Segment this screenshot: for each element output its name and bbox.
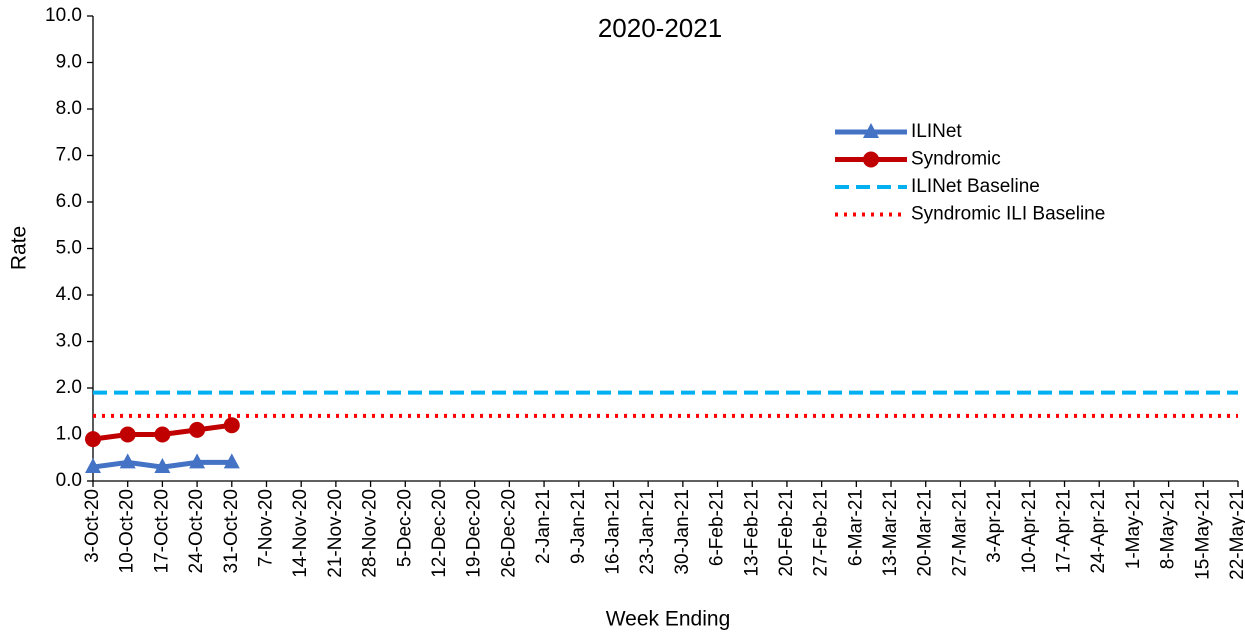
x-tick-label: 9-Jan-21 xyxy=(568,489,589,564)
marker xyxy=(85,458,101,474)
x-tick-label: 13-Mar-21 xyxy=(880,489,901,577)
y-tick-label: 7.0 xyxy=(56,145,82,166)
y-tick-label: 5.0 xyxy=(56,238,82,259)
x-tick-label: 24-Oct-20 xyxy=(186,489,207,573)
marker xyxy=(119,426,136,443)
marker xyxy=(189,453,206,469)
x-tick-label: 22-May-21 xyxy=(1227,489,1245,580)
x-tick-label: 2-Jan-21 xyxy=(533,489,554,564)
x-tick-label: 1-May-21 xyxy=(1123,489,1144,569)
y-tick-label: 3.0 xyxy=(56,331,82,352)
legend-marker xyxy=(863,123,879,138)
y-tick-label: 1.0 xyxy=(56,424,82,445)
y-tick-label: 2.0 xyxy=(56,377,82,398)
y-tick-label: 4.0 xyxy=(56,284,82,305)
x-tick-label: 6-Mar-21 xyxy=(845,489,866,566)
x-tick-label: 8-May-21 xyxy=(1158,489,1179,569)
x-tick-label: 21-Nov-20 xyxy=(325,489,346,578)
x-tick-label: 14-Nov-20 xyxy=(290,489,311,578)
x-tick-label: 17-Oct-20 xyxy=(151,489,172,573)
x-tick-label: 17-Apr-21 xyxy=(1054,489,1075,574)
y-tick-label: 6.0 xyxy=(56,191,82,212)
x-tick-label: 27-Mar-21 xyxy=(949,489,970,577)
x-tick-label: 28-Nov-20 xyxy=(360,489,381,578)
x-tick-label: 10-Apr-21 xyxy=(1019,489,1040,574)
legend-marker xyxy=(863,151,879,168)
x-axis-title: Week Ending xyxy=(606,608,731,631)
x-tick-label: 5-Dec-20 xyxy=(394,489,415,567)
x-tick-label: 7-Nov-20 xyxy=(256,489,277,567)
x-tick-label: 15-May-21 xyxy=(1192,489,1213,580)
y-tick-label: 9.0 xyxy=(56,52,82,73)
legend-label: ILINet xyxy=(911,121,962,142)
marker xyxy=(223,453,240,469)
x-tick-label: 30-Jan-21 xyxy=(672,489,693,575)
x-tick-label: 16-Jan-21 xyxy=(602,489,623,575)
legend-label: Syndromic xyxy=(911,149,1001,170)
x-tick-label: 20-Feb-21 xyxy=(776,489,797,577)
x-tick-label: 27-Feb-21 xyxy=(811,489,832,577)
x-tick-label: 23-Jan-21 xyxy=(637,489,658,575)
y-tick-label: 8.0 xyxy=(56,98,82,119)
x-tick-label: 20-Mar-21 xyxy=(915,489,936,577)
x-tick-label: 26-Dec-20 xyxy=(498,489,519,578)
marker xyxy=(189,421,206,438)
x-tick-label: 13-Feb-21 xyxy=(741,489,762,577)
x-tick-label: 10-Oct-20 xyxy=(117,489,138,573)
y-axis-title: Rate xyxy=(8,226,31,270)
x-tick-label: 12-Dec-20 xyxy=(429,489,450,578)
x-tick-label: 3-Oct-20 xyxy=(82,489,103,563)
chart-title: 2020-2021 xyxy=(598,13,722,43)
legend-label: ILINet Baseline xyxy=(911,176,1040,197)
marker xyxy=(223,417,240,434)
marker xyxy=(119,453,136,469)
marker xyxy=(154,426,171,443)
y-tick-label: 10.0 xyxy=(45,5,82,26)
x-tick-label: 6-Feb-21 xyxy=(707,489,728,566)
x-tick-label: 19-Dec-20 xyxy=(464,489,485,578)
x-tick-label: 24-Apr-21 xyxy=(1088,489,1109,574)
x-tick-label: 3-Apr-21 xyxy=(984,489,1005,563)
marker xyxy=(154,458,171,474)
legend-label: Syndromic ILI Baseline xyxy=(911,204,1105,225)
y-tick-label: 0.0 xyxy=(56,470,82,491)
marker xyxy=(85,431,101,448)
x-tick-label: 31-Oct-20 xyxy=(221,489,242,573)
